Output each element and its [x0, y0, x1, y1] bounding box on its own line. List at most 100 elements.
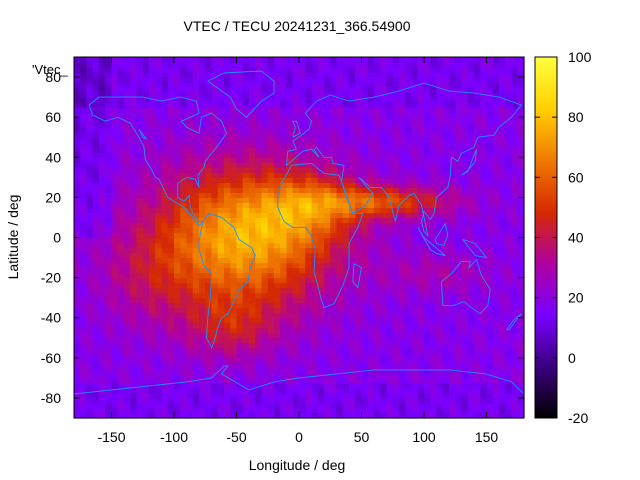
heatmap-cell [474, 67, 481, 73]
heatmap-cell [199, 402, 206, 409]
heatmap-cell [392, 312, 400, 319]
heatmap-cell [324, 62, 331, 68]
heatmap-cell [267, 107, 275, 113]
heatmap-cell [274, 82, 281, 88]
heatmap-cell [324, 187, 331, 193]
heatmap-cell [86, 412, 94, 419]
heatmap-cell [386, 297, 394, 304]
heatmap-cell [486, 137, 494, 143]
heatmap-cell [286, 212, 294, 219]
heatmap-cell [474, 402, 481, 409]
heatmap-cell [361, 322, 369, 329]
heatmap-cell [336, 222, 344, 229]
heatmap-cell [336, 347, 344, 354]
heatmap-cell [474, 107, 481, 113]
heatmap-cell [436, 407, 444, 414]
heatmap-cell [505, 322, 513, 329]
heatmap-cell [92, 62, 100, 68]
heatmap-cell [149, 362, 156, 369]
heatmap-cell [405, 77, 413, 83]
heatmap-cell [192, 122, 200, 128]
heatmap-cell [174, 367, 181, 374]
heatmap-cell [180, 172, 188, 178]
heatmap-cell [499, 317, 506, 324]
heatmap-cell [480, 167, 488, 173]
heatmap-cell [461, 407, 469, 414]
heatmap-cell [424, 157, 431, 163]
heatmap-cell [449, 117, 456, 123]
heatmap-cell [242, 312, 250, 319]
heatmap-cell [186, 92, 194, 98]
heatmap-cell [117, 252, 125, 259]
heatmap-cell [305, 392, 313, 399]
heatmap-cell [280, 322, 288, 329]
heatmap-cell [192, 247, 200, 254]
heatmap-cell [349, 112, 356, 118]
heatmap-cell [330, 262, 338, 269]
heatmap-cell [286, 347, 294, 354]
heatmap-cell [336, 217, 344, 224]
heatmap-cell [442, 337, 450, 344]
heatmap-cell [224, 412, 231, 419]
heatmap-cell [142, 367, 150, 374]
heatmap-cell [292, 402, 300, 409]
heatmap-cell [186, 402, 194, 409]
heatmap-cell [211, 407, 219, 414]
heatmap-cell [174, 92, 181, 98]
heatmap-cell [430, 287, 438, 294]
heatmap-cell [267, 277, 275, 284]
heatmap-cell [99, 362, 106, 369]
heatmap-cell [311, 202, 319, 209]
heatmap-cell [492, 227, 500, 234]
heatmap-cell [167, 292, 175, 299]
heatmap-cell [130, 292, 138, 299]
heatmap-cell [374, 187, 381, 193]
heatmap-cell [492, 412, 500, 419]
heatmap-cell [99, 357, 106, 364]
heatmap-cell [336, 397, 344, 404]
heatmap-cell [305, 222, 313, 229]
heatmap-cell [180, 157, 188, 163]
heatmap-cell [330, 92, 338, 98]
heatmap-cell [242, 217, 250, 224]
heatmap-cell [230, 197, 238, 203]
heatmap-cell [161, 82, 169, 88]
heatmap-cell [392, 167, 400, 173]
heatmap-cell [436, 412, 444, 419]
heatmap-cell [99, 327, 106, 334]
heatmap-cell [417, 382, 425, 389]
heatmap-cell [217, 317, 225, 324]
heatmap-cell [180, 312, 188, 319]
heatmap-cell [99, 397, 106, 404]
heatmap-cell [336, 262, 344, 269]
heatmap-cell [324, 127, 331, 133]
heatmap-cell [142, 82, 150, 88]
heatmap-cell [255, 177, 263, 183]
heatmap-cell [255, 172, 263, 178]
heatmap-cell [380, 182, 388, 188]
heatmap-cell [124, 87, 131, 93]
heatmap-cell [480, 332, 488, 339]
heatmap-cell [80, 262, 88, 269]
heatmap-cell [149, 392, 156, 399]
heatmap-cell [174, 107, 181, 113]
heatmap-cell [330, 57, 338, 63]
heatmap-cell [436, 92, 444, 98]
heatmap-cell [349, 62, 356, 68]
heatmap-cell [136, 232, 144, 239]
heatmap-cell [386, 377, 394, 384]
heatmap-cell [130, 167, 138, 173]
heatmap-cell [80, 207, 88, 214]
heatmap-cell [167, 202, 175, 209]
heatmap-cell [161, 182, 169, 188]
heatmap-cell [155, 352, 163, 359]
heatmap-cell [80, 132, 88, 138]
heatmap-cell [342, 122, 350, 128]
heatmap-cell [349, 237, 356, 244]
heatmap-cell [342, 212, 350, 219]
heatmap-cell [217, 377, 225, 384]
heatmap-cell [80, 292, 88, 299]
heatmap-cell [392, 262, 400, 269]
heatmap-cell [242, 137, 250, 143]
heatmap-cell [224, 257, 231, 264]
